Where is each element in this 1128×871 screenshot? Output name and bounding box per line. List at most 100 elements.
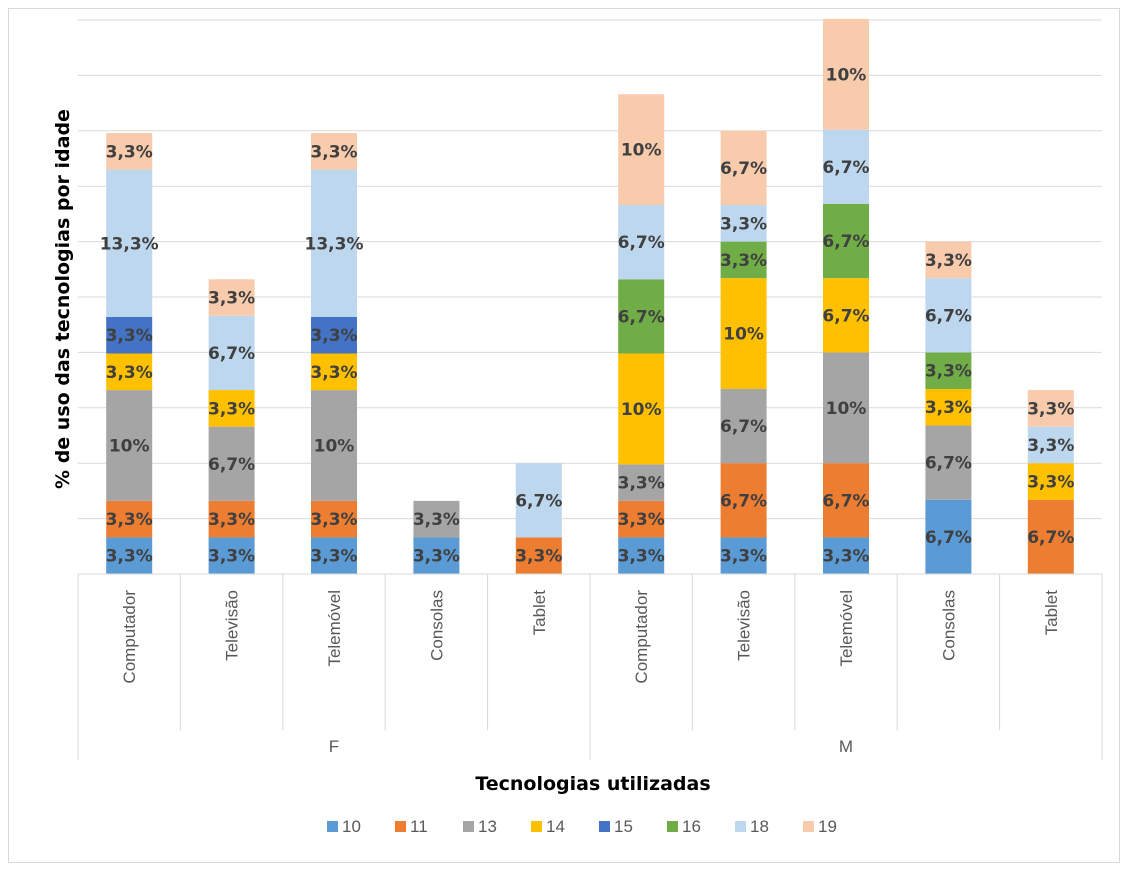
data-label: 6,7%	[618, 307, 665, 327]
bar-segment	[311, 537, 357, 574]
legend-swatch	[327, 821, 338, 832]
category-label: Televisão	[223, 590, 242, 661]
bar-segment	[823, 203, 869, 279]
legend-item: 10	[327, 817, 361, 836]
data-label: 3,3%	[618, 510, 665, 530]
bar-segment	[823, 278, 869, 353]
legend: 10 11 13 14 15 16 18 19	[327, 817, 837, 836]
category-label: Televisão	[735, 590, 754, 661]
legend-swatch	[395, 821, 406, 832]
legend-label: 16	[682, 817, 701, 836]
bar-segment	[1027, 463, 1074, 500]
data-label: 3,3%	[720, 547, 767, 567]
legend-item: 19	[803, 817, 837, 836]
bar-segment	[925, 278, 972, 353]
bar-segment	[208, 390, 255, 427]
data-label: 3,3%	[106, 547, 153, 567]
bars	[106, 18, 1074, 574]
legend-item: 11	[395, 817, 428, 836]
legend-label: 19	[818, 817, 837, 836]
data-label: 3,3%	[208, 510, 255, 530]
bar-segment	[823, 352, 869, 464]
data-label: 3,3%	[310, 510, 357, 530]
bar-segment	[311, 353, 357, 391]
bar-segment	[106, 133, 153, 170]
legend-item: 16	[667, 817, 701, 836]
data-label: 3,3%	[515, 547, 562, 567]
bar-segment	[823, 129, 869, 204]
legend-swatch	[667, 821, 678, 832]
x-axis-title: Tecnologias utilizadas	[475, 773, 710, 795]
bar-segment	[413, 500, 460, 538]
category-label: Consolas	[939, 590, 958, 661]
bar-segment	[311, 500, 357, 538]
legend-label: 10	[342, 817, 361, 836]
bar-segment	[823, 537, 869, 574]
bar-segment	[720, 241, 767, 279]
bar-segment	[311, 316, 357, 354]
data-label: 13,3%	[305, 234, 364, 254]
data-label: 3,3%	[618, 474, 665, 494]
bar-segment	[413, 537, 460, 574]
data-label: 3,3%	[413, 547, 460, 567]
bar-segment	[720, 130, 767, 206]
bar-segment	[311, 169, 357, 317]
bar-segment	[618, 205, 665, 280]
data-label: 6,7%	[822, 306, 869, 326]
bar-segment	[106, 169, 153, 317]
y-axis-title: % de uso das tecnologias por idade	[52, 109, 74, 489]
legend-swatch	[599, 821, 610, 832]
data-label: 3,3%	[208, 399, 255, 419]
data-label: 6,7%	[515, 491, 562, 511]
bar-segment	[106, 353, 153, 391]
bar-segment	[208, 537, 255, 574]
data-label: 3,3%	[720, 251, 767, 271]
bar-segment	[106, 316, 153, 354]
category-label: Telemóvel	[325, 590, 344, 667]
legend-swatch	[803, 821, 814, 832]
data-label: 3,3%	[925, 251, 972, 271]
data-label: 6,7%	[822, 232, 869, 252]
data-label: 3,3%	[106, 326, 153, 346]
data-labels: 3,3% 3,3% 3,3% 3,3% 3,3% 3,3% 3,3% 6,7% 3,3% 3,3%…	[100, 65, 1075, 566]
legend-item: 15	[599, 817, 633, 836]
data-label: 13,3%	[100, 234, 159, 254]
data-label: 10%	[109, 436, 150, 456]
data-label: 3,3%	[208, 289, 255, 309]
bar-segment	[720, 388, 767, 464]
data-label: 3,3%	[413, 510, 460, 530]
bar-segment	[1027, 426, 1074, 464]
bar-segment	[925, 499, 972, 574]
bar-segment	[106, 500, 153, 538]
legend-label: 15	[614, 817, 633, 836]
data-label: 3,3%	[208, 547, 255, 567]
bar-segment	[720, 278, 767, 389]
legend-label: 18	[750, 817, 769, 836]
data-label: 10%	[314, 436, 355, 456]
category-label: Computador	[120, 590, 139, 684]
data-label: 6,7%	[208, 455, 255, 475]
legend-item: 14	[531, 817, 565, 836]
data-label: 10%	[723, 325, 764, 345]
data-label: 3,3%	[925, 398, 972, 418]
data-label: 10%	[826, 65, 867, 85]
data-label: 3,3%	[618, 547, 665, 567]
data-label: 6,7%	[822, 491, 869, 511]
bar-segment	[106, 537, 153, 574]
data-label: 6,7%	[720, 491, 767, 511]
data-label: 6,7%	[925, 306, 972, 326]
bar-segment	[618, 279, 665, 354]
data-label: 3,3%	[720, 214, 767, 234]
data-label: 3,3%	[310, 363, 357, 383]
bar-segment	[618, 353, 665, 465]
data-label: 3,3%	[1027, 436, 1074, 456]
category-label: Consolas	[427, 590, 446, 661]
legend-item: 13	[463, 817, 497, 836]
bar-segment	[618, 537, 665, 574]
bar-segment	[208, 279, 255, 316]
data-label: 10%	[621, 400, 662, 420]
data-label: 3,3%	[106, 363, 153, 383]
legend-label: 13	[478, 817, 497, 836]
category-label: Telemóvel	[837, 590, 856, 667]
